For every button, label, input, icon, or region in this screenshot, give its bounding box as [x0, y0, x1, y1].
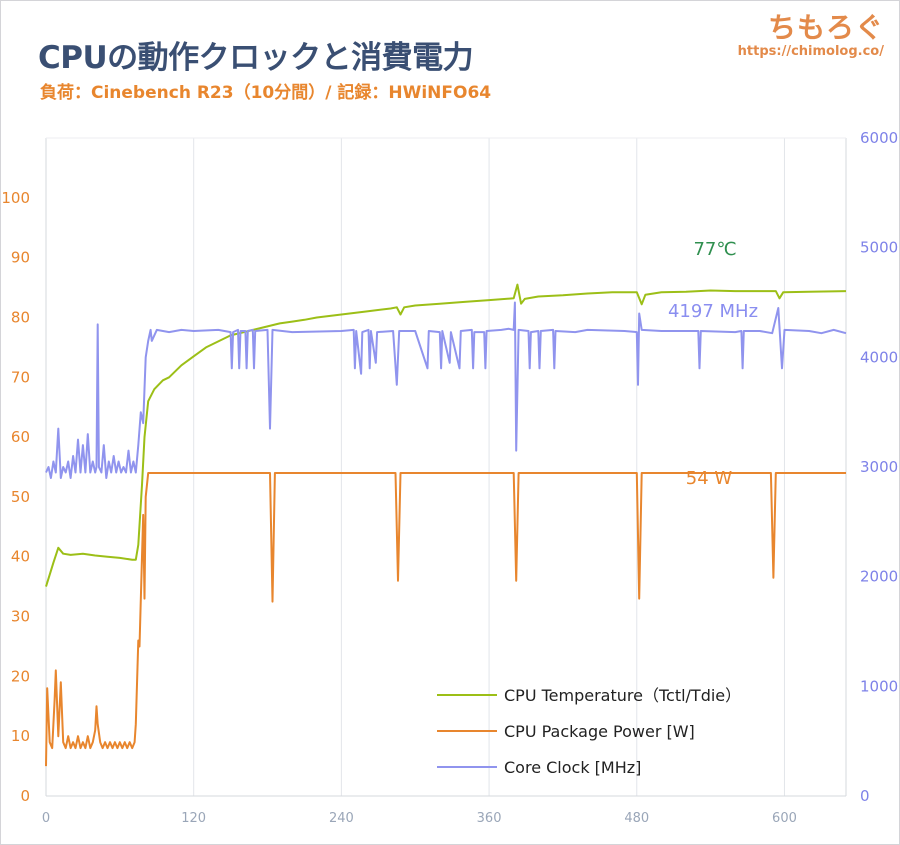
- power-annotation: 54 W: [686, 468, 733, 489]
- y-right-tick-label: 6000: [860, 129, 898, 147]
- x-tick-label: 0: [42, 811, 50, 826]
- x-tick-label: 480: [624, 811, 649, 826]
- y-right-tick-label: 4000: [860, 348, 898, 366]
- y-left-tick-label: 0: [20, 787, 30, 805]
- y-left-tick-label: 10: [11, 727, 30, 745]
- x-tick-label: 360: [477, 811, 502, 826]
- chart-title: CPUの動作クロックと消費電力: [38, 40, 474, 76]
- temp-series-line: [45, 283, 847, 587]
- clock-annotation: 4197 MHz: [668, 301, 758, 322]
- axes: [45, 137, 847, 797]
- y-right-tick-label: 1000: [860, 677, 898, 695]
- legend-label: Core Clock [MHz]: [504, 758, 641, 777]
- y-left-tick-label: 40: [11, 548, 30, 566]
- y-left-tick-label: 100: [1, 189, 30, 207]
- x-tick-label: 600: [772, 811, 797, 826]
- x-tick-label: 240: [329, 811, 354, 826]
- grid-lines: [193, 138, 785, 796]
- annotations: 77℃ 4197 MHz 54 W: [668, 239, 758, 489]
- clock-series-line: [45, 301, 847, 479]
- y-right-tick-label: 2000: [860, 568, 898, 586]
- y-left-tick-label: 30: [11, 608, 30, 626]
- y-right-tick-label: 0: [860, 787, 870, 805]
- tick-labels: 0102030405060708090100010002000300040005…: [1, 129, 898, 826]
- power-series-line: [45, 472, 846, 767]
- temp-annotation: 77℃: [693, 239, 736, 260]
- brand-logo: ちもろぐ https://chimolog.co/: [738, 6, 884, 59]
- legend: CPU Temperature（Tctl/Tdie） CPU Package Po…: [437, 686, 741, 777]
- y-left-tick-label: 60: [11, 428, 30, 446]
- series-lines: [45, 283, 847, 767]
- y-left-tick-label: 50: [11, 488, 30, 506]
- chart-subtitle: 負荷：Cinebench R23（10分間）/ 記録：HWiNFO64: [40, 83, 492, 103]
- x-tick-label: 120: [181, 811, 206, 826]
- y-right-tick-label: 5000: [860, 239, 898, 257]
- brand-url: https://chimolog.co/: [737, 44, 884, 59]
- y-right-tick-label: 3000: [860, 458, 898, 476]
- legend-label: CPU Temperature（Tctl/Tdie）: [504, 686, 741, 705]
- y-left-tick-label: 80: [11, 308, 30, 326]
- y-left-tick-label: 70: [11, 368, 30, 386]
- y-left-tick-label: 90: [11, 249, 30, 267]
- brand-name: ちもろぐ: [767, 11, 884, 44]
- legend-label: CPU Package Power [W]: [504, 722, 695, 741]
- y-left-tick-label: 20: [11, 667, 30, 685]
